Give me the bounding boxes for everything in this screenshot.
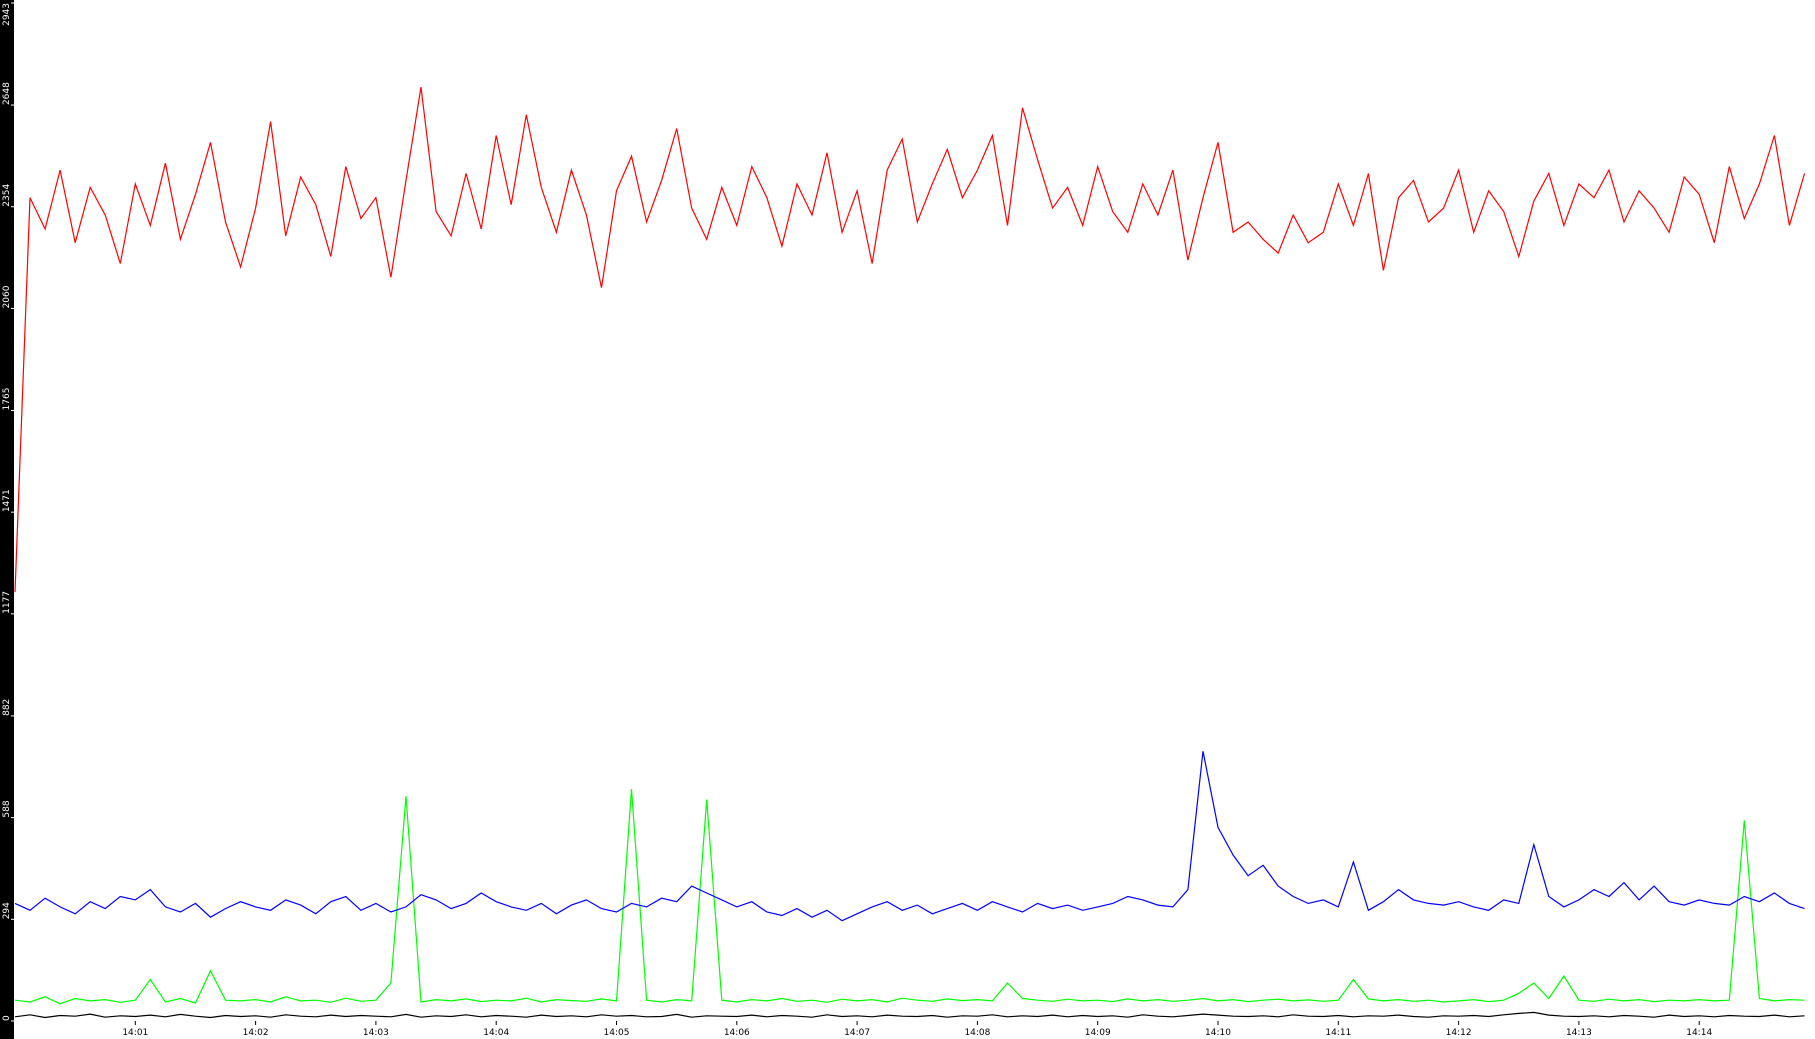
- series-line: [14, 789, 1805, 1005]
- y-tick-label: 0: [2, 1015, 12, 1021]
- series-line: [14, 751, 1805, 922]
- y-tick-label: 1765: [2, 388, 12, 411]
- y-tick-label: 2648: [2, 82, 12, 105]
- y-tick-label: 294: [2, 902, 12, 919]
- y-tick-label: 2943: [2, 3, 12, 26]
- y-tick-label: 588: [2, 800, 12, 817]
- x-tick-label: 14:08: [964, 1028, 990, 1038]
- x-tick-label: 14:03: [363, 1028, 389, 1038]
- x-tick-label: 14:01: [122, 1028, 148, 1038]
- y-axis-strip: [0, 0, 14, 1039]
- x-tick-label: 14:10: [1205, 1028, 1231, 1038]
- x-tick-label: 14:13: [1566, 1028, 1592, 1038]
- series-line: [14, 87, 1806, 593]
- series-line: [14, 1011, 1805, 1019]
- x-tick-label: 14:05: [604, 1028, 630, 1038]
- x-tick-label: 14:02: [243, 1028, 269, 1038]
- x-tick-label: 14:14: [1686, 1028, 1712, 1038]
- y-tick-label: 2060: [2, 285, 12, 308]
- x-tick-label: 14:04: [483, 1028, 509, 1038]
- x-tick-label: 14:12: [1446, 1028, 1472, 1038]
- y-tick-label: 2354: [2, 184, 12, 207]
- x-tick-label: 14:06: [724, 1028, 750, 1038]
- y-tick-label: 1177: [2, 591, 12, 614]
- y-tick-label: 1471: [2, 489, 12, 512]
- x-tick-label: 14:07: [844, 1028, 870, 1038]
- y-tick-label: 882: [2, 699, 12, 716]
- x-tick-label: 14:11: [1325, 1028, 1351, 1038]
- x-tick-label: 14:09: [1085, 1028, 1111, 1038]
